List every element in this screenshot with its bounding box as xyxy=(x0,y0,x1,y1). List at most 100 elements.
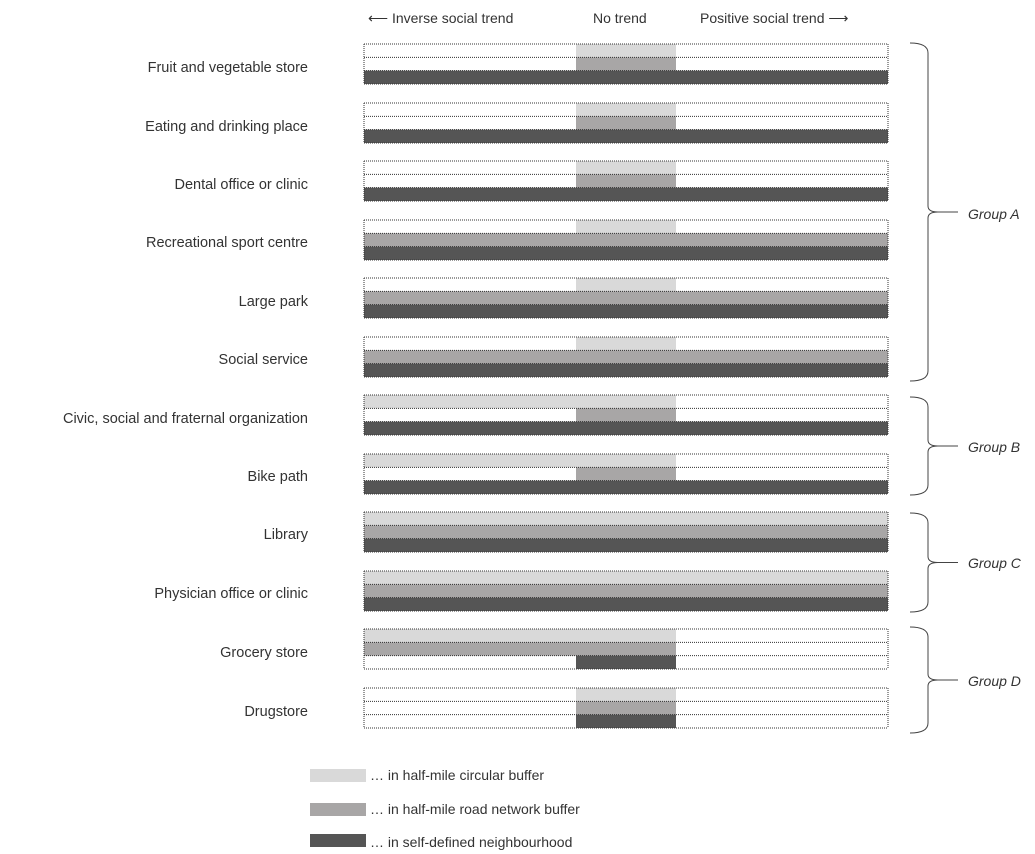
bar-road-no-trend xyxy=(576,233,676,247)
bar-circular-no-trend xyxy=(576,44,676,58)
bar-road-no-trend xyxy=(576,116,676,130)
legend-label-road: … in half-mile road network buffer xyxy=(370,801,580,817)
bar-self-no-trend xyxy=(576,129,676,143)
bar-circular-inverse xyxy=(364,454,576,468)
bar-self-no-trend xyxy=(576,480,676,494)
bar-road-inverse xyxy=(364,291,576,305)
bar-circular-no-trend xyxy=(576,629,676,643)
header-no-trend: No trend xyxy=(593,10,647,26)
bar-self-no-trend xyxy=(576,655,676,669)
group-label-b: Group B xyxy=(968,439,1021,455)
row-label: Large park xyxy=(238,294,308,310)
header-positive-trend: Positive social trend ⟶ xyxy=(700,10,849,26)
bar-self-inverse xyxy=(364,304,576,318)
bar-circular-no-trend xyxy=(576,337,676,351)
group-bracket xyxy=(909,512,958,613)
group-label-d: Group D xyxy=(968,673,1021,689)
bar-self-positive xyxy=(676,597,888,611)
bar-self-no-trend xyxy=(576,304,676,318)
bar-self-no-trend xyxy=(576,246,676,260)
bar-road-inverse xyxy=(364,350,576,364)
row-label: Drugstore xyxy=(244,704,308,720)
bar-circular-no-trend xyxy=(576,395,676,409)
legend-label-circular: … in half-mile circular buffer xyxy=(370,767,545,783)
bar-circular-no-trend xyxy=(576,571,676,585)
row-label: Bike path xyxy=(247,469,308,485)
bar-self-no-trend xyxy=(576,70,676,84)
bar-self-positive xyxy=(676,538,888,552)
bar-self-no-trend xyxy=(576,714,676,728)
bar-self-inverse xyxy=(364,538,576,552)
bar-self-inverse xyxy=(364,70,576,84)
bar-self-inverse xyxy=(364,421,576,435)
bar-self-positive xyxy=(676,70,888,84)
bar-road-no-trend xyxy=(576,467,676,481)
legend-swatch-self xyxy=(310,834,366,847)
bar-circular-positive xyxy=(676,571,888,585)
legend-label-self: … in self-defined neighbourhood xyxy=(370,834,573,850)
bar-self-no-trend xyxy=(576,597,676,611)
group-label-c: Group C xyxy=(968,555,1021,571)
bar-road-no-trend xyxy=(576,584,676,598)
bar-self-no-trend xyxy=(576,363,676,377)
bar-road-inverse xyxy=(364,584,576,598)
bar-road-positive xyxy=(676,291,888,305)
bar-self-inverse xyxy=(364,480,576,494)
row-label: Grocery store xyxy=(220,645,308,661)
bar-road-no-trend xyxy=(576,642,676,656)
bar-road-inverse xyxy=(364,233,576,247)
bar-road-no-trend xyxy=(576,174,676,188)
group-bracket xyxy=(909,626,958,734)
row-label: Eating and drinking place xyxy=(145,119,308,135)
bar-circular-inverse xyxy=(364,571,576,585)
bar-road-positive xyxy=(676,525,888,539)
bar-self-positive xyxy=(676,421,888,435)
row-label: Social service xyxy=(218,352,308,368)
bar-circular-no-trend xyxy=(576,512,676,526)
bar-road-positive xyxy=(676,350,888,364)
bar-road-no-trend xyxy=(576,350,676,364)
bar-self-inverse xyxy=(364,129,576,143)
bar-road-no-trend xyxy=(576,57,676,71)
bar-circular-no-trend xyxy=(576,688,676,702)
bar-self-inverse xyxy=(364,363,576,377)
bar-circular-no-trend xyxy=(576,454,676,468)
bar-self-positive xyxy=(676,129,888,143)
bar-self-positive xyxy=(676,304,888,318)
bar-self-no-trend xyxy=(576,421,676,435)
row-label: Recreational sport centre xyxy=(146,235,308,251)
group-label-a: Group A xyxy=(968,206,1020,222)
bar-road-no-trend xyxy=(576,701,676,715)
bar-circular-inverse xyxy=(364,395,576,409)
row-label: Civic, social and fraternal organization xyxy=(62,411,308,427)
bar-circular-no-trend xyxy=(576,103,676,117)
header-inverse-trend: ⟵ Inverse social trend xyxy=(368,10,514,26)
bar-road-positive xyxy=(676,233,888,247)
group-bracket xyxy=(909,42,958,382)
bar-road-inverse xyxy=(364,525,576,539)
bar-self-inverse xyxy=(364,187,576,201)
bar-self-no-trend xyxy=(576,538,676,552)
bar-circular-inverse xyxy=(364,512,576,526)
bar-circular-inverse xyxy=(364,629,576,643)
bar-self-no-trend xyxy=(576,187,676,201)
bar-road-no-trend xyxy=(576,291,676,305)
row-label: Fruit and vegetable store xyxy=(147,60,308,76)
bar-road-no-trend xyxy=(576,408,676,422)
row-label: Library xyxy=(263,527,308,543)
bar-self-positive xyxy=(676,187,888,201)
legend-swatch-circular xyxy=(310,769,366,782)
bar-self-positive xyxy=(676,363,888,377)
bar-self-inverse xyxy=(364,597,576,611)
legend-swatch-road xyxy=(310,803,366,816)
row-label: Dental office or clinic xyxy=(174,177,308,193)
bar-circular-no-trend xyxy=(576,161,676,175)
bar-circular-no-trend xyxy=(576,220,676,234)
bar-road-no-trend xyxy=(576,525,676,539)
group-bracket xyxy=(909,396,958,496)
bar-road-inverse xyxy=(364,642,576,656)
bar-circular-positive xyxy=(676,512,888,526)
bar-self-positive xyxy=(676,246,888,260)
bar-self-inverse xyxy=(364,246,576,260)
